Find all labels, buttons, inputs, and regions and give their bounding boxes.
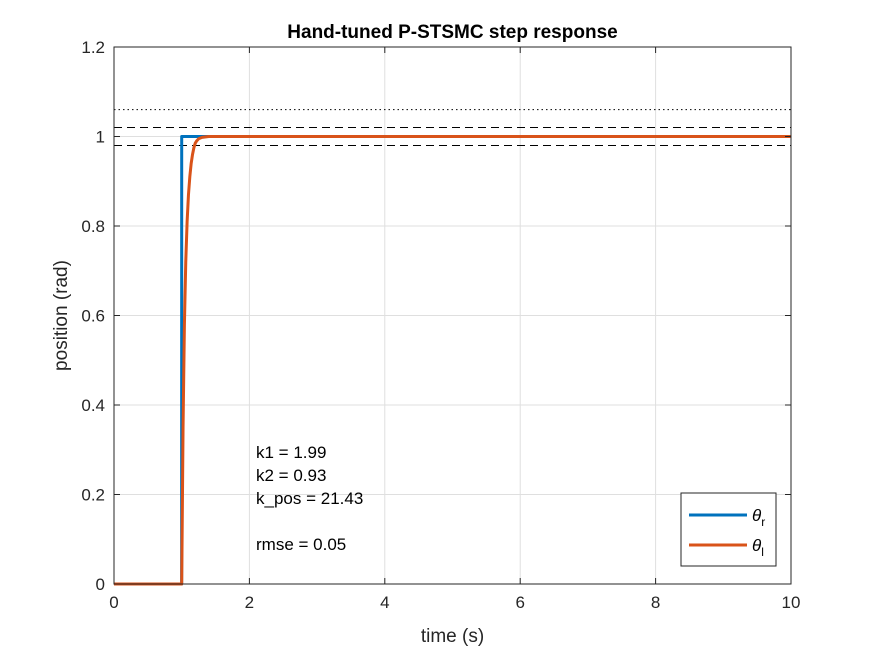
x-axis-label: time (s)	[421, 626, 484, 647]
annotation-line: rmse = 0.05	[256, 535, 346, 554]
series-line-l	[114, 135, 791, 586]
y-axis-label: position (rad)	[51, 260, 72, 371]
x-tick-label: 10	[782, 593, 801, 612]
axes-box	[113, 46, 792, 585]
x-tick-label: 2	[245, 593, 254, 612]
x-tick-label: 8	[651, 593, 660, 612]
legend-box	[680, 492, 777, 567]
x-tick-label: 0	[109, 593, 118, 612]
y-tick-label: 0.4	[81, 396, 105, 415]
annotation-block: k1 = 1.99 k2 = 0.93 k_pos = 21.43 rmse = 0.…	[256, 443, 363, 554]
y-tick-label: 1.2	[81, 38, 105, 57]
reference-lines	[114, 109, 791, 146]
y-tick-label: 1	[96, 128, 105, 147]
chart-title: Hand-tuned P-STSMC step response	[287, 22, 617, 43]
legend-label: θl	[752, 536, 764, 559]
annotation-line: k1 = 1.99	[256, 443, 326, 462]
y-tick-label: 0	[96, 575, 105, 594]
annotation-line: k2 = 0.93	[256, 466, 326, 485]
tick-labels: 0 2 4 6 8 10 0 0.2 0.4 0.6 0.8 1 1.2	[81, 38, 800, 612]
x-tick-label: 4	[380, 593, 389, 612]
y-tick-label: 0.2	[81, 486, 105, 505]
x-tick-label: 6	[515, 593, 524, 612]
annotation-line: k_pos = 21.43	[256, 489, 363, 508]
y-tick-label: 0.8	[81, 217, 105, 236]
y-tick-label: 0.6	[81, 307, 105, 326]
